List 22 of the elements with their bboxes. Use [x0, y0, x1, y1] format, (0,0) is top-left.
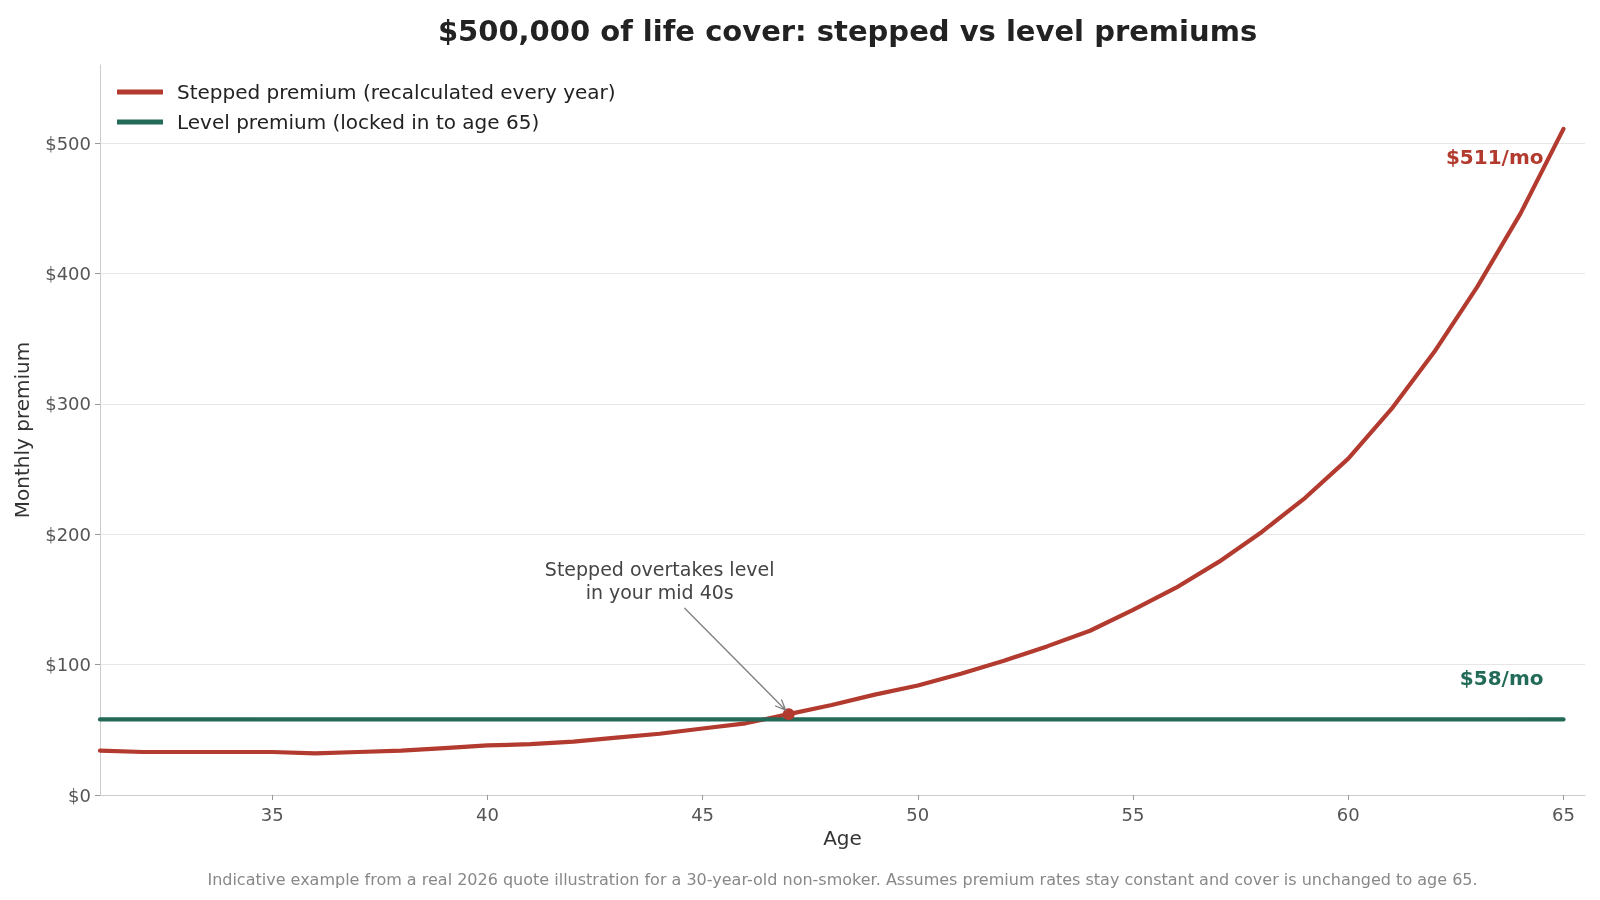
- x-tick-label: 65: [1552, 803, 1575, 825]
- x-tick-label: 45: [691, 803, 715, 825]
- y-tick-label: $100: [45, 654, 91, 676]
- y-tick-label: $0: [68, 784, 91, 806]
- data-label: $58/mo: [1459, 666, 1544, 691]
- y-tick-label: $200: [45, 523, 91, 545]
- x-tick-label: 55: [1121, 803, 1145, 825]
- annotation: Stepped overtakes level in your mid 40s: [544, 557, 775, 603]
- x-tick-label: 60: [1336, 803, 1360, 825]
- chart-title: $500,000 of life cover: stepped vs level premiums: [437, 13, 1258, 48]
- legend-label: Stepped premium (recalculated every year): [177, 80, 616, 104]
- data-label: $511/mo: [1445, 144, 1544, 169]
- x-axis-title: Age: [823, 825, 862, 850]
- y-axis-title: Monthly premium: [10, 341, 34, 519]
- y-tick-label: $300: [45, 393, 91, 415]
- text: Indicative example from a real 2026 quote illustration for a 30-year-old non-smoker. Assumes premium rates stay constant and cover is unchanged to age 65.: [207, 869, 1478, 889]
- x-tick-label: 50: [906, 803, 930, 825]
- y-tick-label: $400: [45, 263, 91, 285]
- y-tick-label: $500: [45, 132, 91, 154]
- legend-label: Level premium (locked in to age 65): [177, 110, 540, 134]
- x-tick-label: 35: [260, 803, 284, 825]
- x-tick-label: 40: [475, 803, 499, 825]
